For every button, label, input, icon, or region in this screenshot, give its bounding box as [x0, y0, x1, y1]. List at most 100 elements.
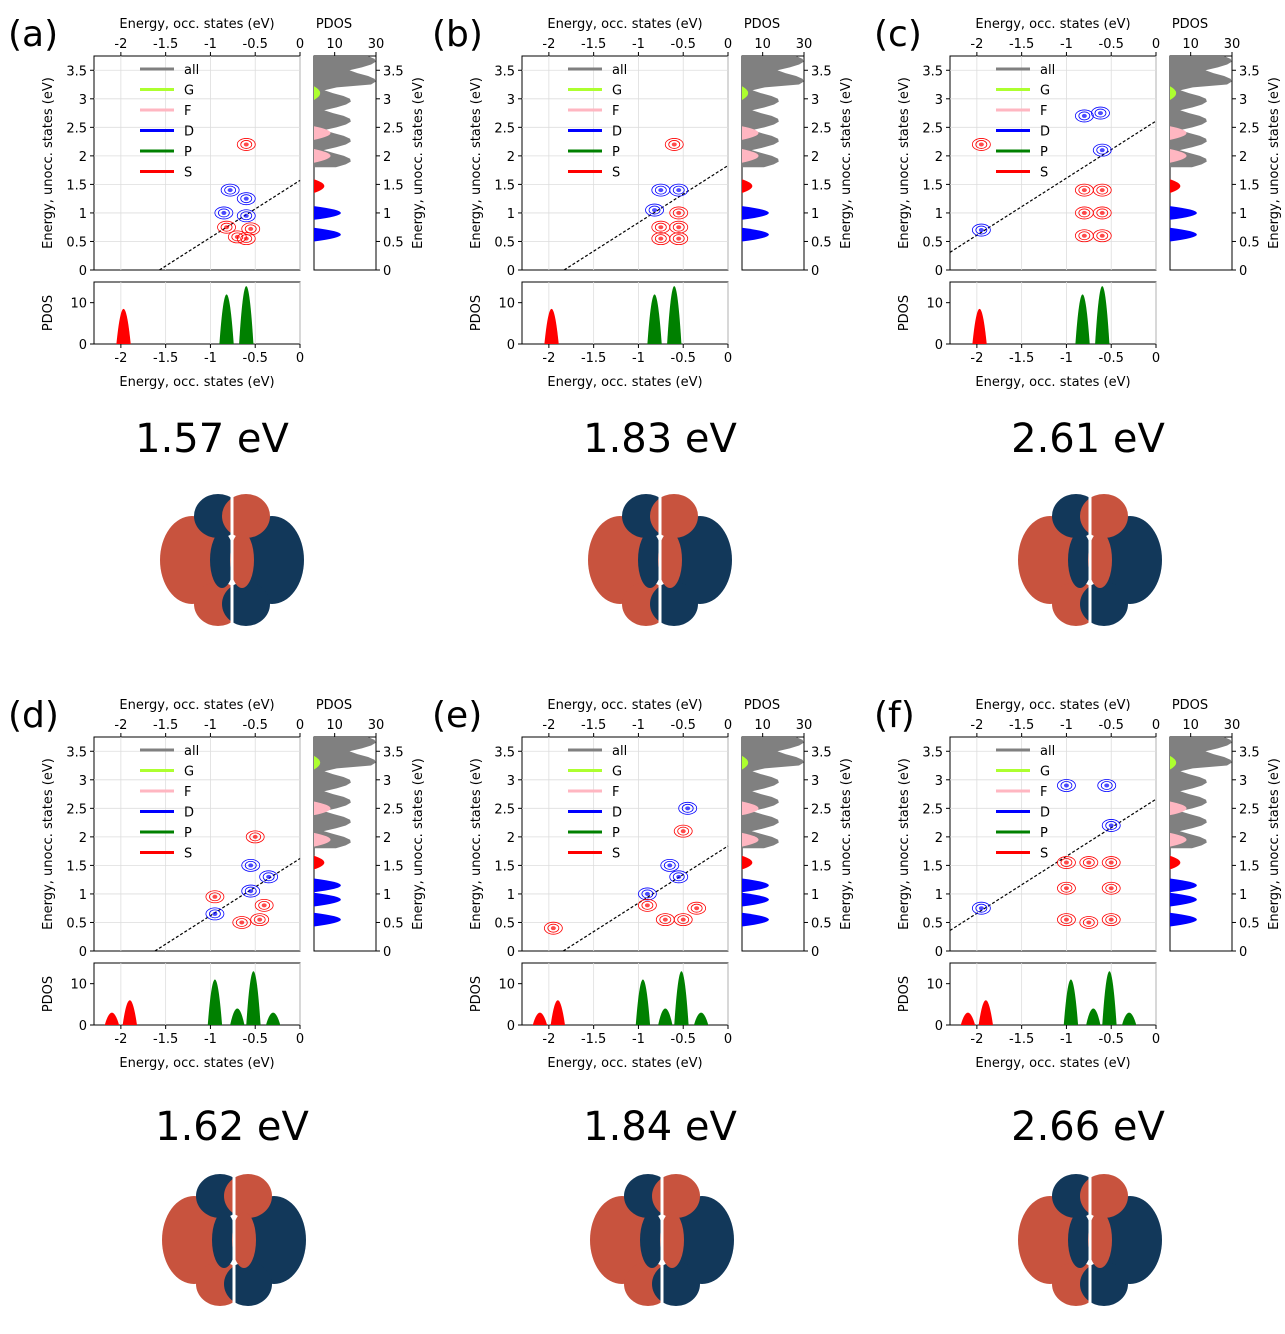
x-tick-label-bottom: -1.5 [1009, 1032, 1034, 1047]
lobe-negative [638, 532, 662, 588]
x-tick-label: -1.5 [581, 718, 606, 733]
y-tick-label-right: 3 [811, 774, 819, 789]
excitation-energy: 2.61 eV [1011, 416, 1165, 462]
y-tick-label: 2.5 [66, 802, 87, 817]
contour-core [685, 806, 691, 811]
pdos-title: PDOS [744, 17, 780, 32]
legend-label: D [612, 125, 622, 140]
contour [1100, 781, 1113, 790]
nodal-gap [1088, 494, 1092, 626]
y-tick-label: 2.5 [494, 121, 515, 136]
y-axis-label: Energy, unocc. states (eV) [469, 758, 484, 930]
contour [240, 194, 253, 204]
pdos-x-tick-label: 30 [1224, 37, 1241, 52]
contour-core [1108, 917, 1114, 922]
pdos-all-area [1170, 56, 1232, 168]
pdos-peak [1170, 832, 1187, 847]
pdos-peak [742, 912, 769, 927]
contour-core [1097, 111, 1103, 116]
panel-letter: (a) [8, 14, 58, 55]
contour [669, 206, 689, 220]
contour [220, 222, 233, 232]
contour [1092, 206, 1112, 220]
x-tick-label-bottom: -2 [542, 351, 555, 366]
contour [687, 901, 707, 915]
legend-label: S [612, 847, 620, 862]
contour [1078, 185, 1091, 195]
y-tick-label: 1.5 [66, 859, 87, 874]
x-tick-label: -1.5 [153, 718, 178, 733]
contour [655, 913, 675, 927]
contour [217, 220, 236, 234]
contour [259, 870, 279, 884]
contour-core [658, 236, 664, 241]
contour [672, 208, 685, 218]
contour [672, 872, 685, 882]
contour [1097, 779, 1117, 792]
lobe-positive [162, 1196, 226, 1284]
contour [1105, 883, 1118, 893]
contour [1092, 143, 1112, 157]
main-axes [93, 736, 301, 952]
lobe-negative [224, 1262, 272, 1306]
isosurface-image [590, 1174, 734, 1306]
contour-core [671, 142, 677, 147]
y-tick-label-right: 0.5 [811, 916, 832, 931]
x-tick-label-bottom: -2 [970, 1032, 983, 1047]
y-tick-label-right: 1.5 [811, 859, 832, 874]
contour-core [243, 142, 249, 147]
x-tick-label: -2 [542, 718, 555, 733]
pdos-x-tick-label: 30 [368, 37, 385, 52]
y-tick-label-right: 0 [383, 264, 391, 279]
excitation-energy: 2.66 eV [1011, 1104, 1165, 1150]
y-tick-label-right: 2.5 [1239, 802, 1260, 817]
lobe-positive [1088, 1212, 1112, 1268]
contour [975, 903, 988, 913]
x-tick-label: 0 [1152, 718, 1160, 733]
pdos-x-tick-label: 30 [368, 718, 385, 733]
legend-label: G [1040, 84, 1050, 99]
nodal-gap [660, 1174, 664, 1306]
y-tick-label-right: 0.5 [383, 916, 404, 931]
legend-label: G [184, 765, 194, 780]
legend-label: F [612, 104, 619, 119]
x-axis-label-bottom: Energy, occ. states (eV) [547, 375, 702, 390]
contour-core [644, 891, 650, 896]
pdos-peak [742, 126, 759, 140]
legend-label: G [612, 765, 622, 780]
contour [1079, 916, 1099, 929]
pdos-y-label: PDOS [41, 295, 56, 331]
y-tick-label-right: 3 [383, 93, 391, 108]
contour [262, 872, 275, 882]
excitation-energy: 1.83 eV [583, 416, 737, 462]
y-tick-label-right: 2 [383, 831, 391, 846]
lobe-positive [1080, 1174, 1128, 1218]
contour [209, 892, 221, 902]
x-tick-label: -1 [1060, 718, 1073, 733]
contour [1057, 856, 1076, 869]
pdos-occ-peak [1063, 979, 1079, 1025]
y-tick-label: 3 [507, 774, 515, 789]
pdos-occ-peak [1102, 971, 1117, 1025]
contour-core [1108, 886, 1114, 891]
lobe-positive [658, 532, 682, 588]
contour [1060, 883, 1073, 893]
contour-core [680, 917, 686, 922]
y-tick-label: 0 [79, 945, 87, 960]
y-tick-label-right: 0 [383, 945, 391, 960]
contour [669, 870, 689, 884]
pdos-peak [314, 855, 325, 870]
x-tick-label-bottom: -1 [1060, 351, 1073, 366]
contour [1101, 819, 1121, 832]
pdos-x-tick-label: 10 [754, 718, 771, 733]
pdos-y-tick-label: 0 [507, 1019, 515, 1034]
x-tick-label: -1.5 [1009, 718, 1034, 733]
pdos-peak [1170, 179, 1181, 193]
main-axes [521, 736, 729, 952]
contour [975, 225, 988, 235]
excitation-energy: 1.84 eV [583, 1104, 737, 1150]
pdos-peak [314, 206, 341, 220]
pdos-peak [1170, 86, 1177, 100]
pdos-peak [314, 227, 341, 242]
